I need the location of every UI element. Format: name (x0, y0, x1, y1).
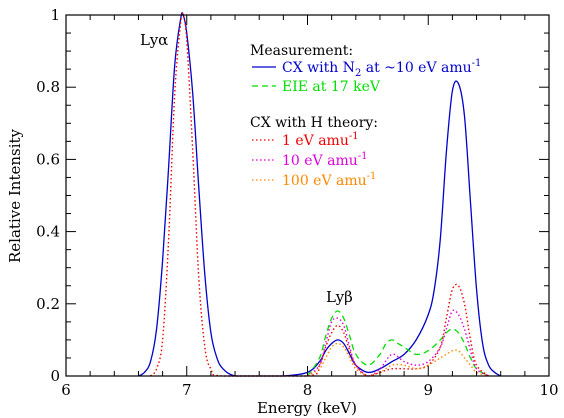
legend-label-cx-n2: CX with N2 at ~10 eV amu-1 (282, 58, 481, 79)
legend: Measurement: CX with N2 at ~10 eV amu-1 … (250, 43, 481, 189)
x-tick-label: 8 (303, 381, 313, 399)
x-tick-label: 10 (539, 381, 558, 399)
y-tick-label: 1 (50, 6, 60, 24)
y-tick-label: 0.6 (36, 150, 60, 168)
x-axis-label: Energy (keV) (257, 399, 357, 417)
legend-label-eie: EIE at 17 keV (282, 79, 381, 95)
y-axis-label: Relative Intensity (6, 128, 24, 263)
axis-ticks: 6 7 8 9 10 0 0.2 0.4 0.6 0.8 1 (36, 6, 558, 399)
legend-group-theory-title: CX with H theory: (250, 115, 378, 131)
y-tick-label: 0.4 (36, 223, 60, 241)
x-tick-label: 6 (61, 381, 71, 399)
series-layer (138, 11, 502, 377)
legend-label-10ev: 10 eV amu-1 (282, 151, 368, 169)
legend-label-1ev: 1 eV amu-1 (282, 131, 359, 149)
series-line-4 (307, 342, 489, 377)
y-tick-label: 0 (50, 367, 60, 385)
series-line-1 (306, 310, 489, 377)
legend-label-100ev: 100 eV amu-1 (282, 171, 376, 189)
annotation-ly-beta: Lyβ (326, 288, 353, 306)
y-tick-label: 0.8 (36, 78, 60, 96)
series-line-2 (149, 11, 490, 377)
annotation-ly-alpha: Lyα (140, 31, 168, 49)
legend-group-measurement-title: Measurement: (250, 43, 353, 59)
x-tick-label: 9 (423, 381, 433, 399)
series-line-3 (307, 309, 489, 377)
x-tick-label: 7 (182, 381, 192, 399)
y-tick-label: 0.2 (36, 295, 60, 313)
